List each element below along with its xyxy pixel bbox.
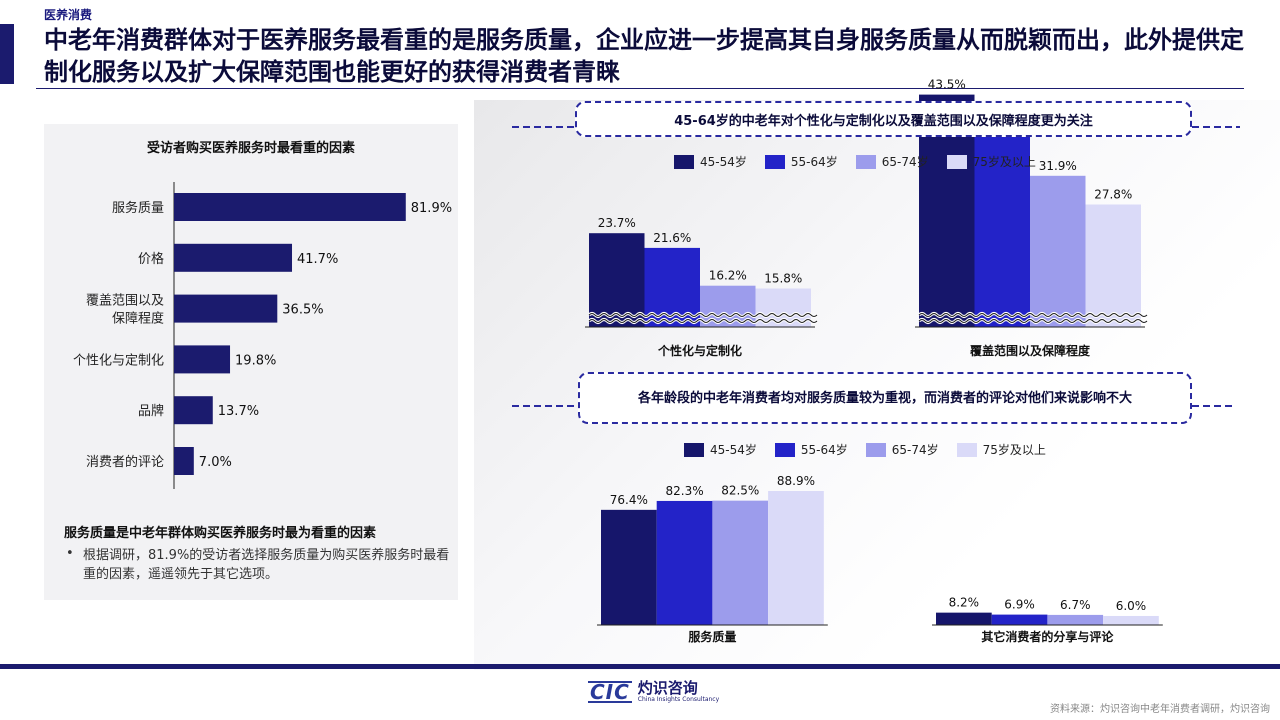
data-label: 8.2% (949, 596, 980, 610)
title-divider (36, 88, 1244, 89)
data-label: 82.5% (721, 484, 759, 498)
callout-top: 45-64岁的中老年对个性化与定制化以及覆盖范围以及保障程度更为关注 (575, 101, 1192, 137)
data-label: 43.5% (928, 78, 966, 92)
data-label: 16.2% (709, 269, 747, 283)
legend-swatch (774, 442, 795, 457)
logo-english-name: China Insights Consultancy (637, 696, 720, 703)
company-logo: CIC 灼识咨询 China Insights Consultancy (588, 680, 719, 704)
data-label: 27.8% (1094, 188, 1132, 202)
logo-chinese-name: 灼识咨询 (637, 679, 698, 697)
bar (974, 127, 1030, 327)
data-label: 13.7% (218, 404, 259, 419)
group-label: 个性化与定制化 (657, 343, 742, 358)
group-label: 覆盖范围以及保障程度 (969, 343, 1091, 358)
bar (656, 500, 713, 625)
legend-item: 55-64岁 (764, 153, 838, 170)
page-title: 中老年消费群体对于医养服务最看重的是服务质量，企业应进一步提高其自身服务质量从而… (44, 26, 1244, 86)
section-label: 医养消费 (44, 8, 93, 22)
data-label: 7.0% (199, 455, 232, 470)
legend-swatch (684, 442, 704, 457)
legend-top: 45-54岁 55-64岁 65-74岁 75岁及以上 (674, 153, 1036, 170)
title-accent-bar (0, 24, 14, 84)
bar (1047, 614, 1104, 625)
axis-break-line (918, 313, 1148, 317)
legend-swatch (674, 154, 694, 169)
bar (601, 509, 657, 625)
source-note: 资料来源：灼识咨询中老年消费者调研，灼识咨询 (1050, 704, 1270, 715)
data-label: 19.8% (235, 353, 276, 368)
legend-label: 65-74岁 (891, 443, 939, 457)
data-label: 76.4% (610, 493, 648, 507)
data-label: 81.9% (411, 201, 452, 216)
data-label: 15.8% (764, 272, 802, 286)
legend-label: 45-54岁 (710, 443, 757, 457)
legend-item: 45-54岁 (674, 153, 747, 170)
legend-bottom: 45-54岁 55-64岁 65-74岁 75岁及以上 (684, 441, 1046, 458)
bar (1103, 615, 1159, 625)
age-group-bar-charts: 23.7%21.6%16.2%15.8%个性化与定制化43.5%38.8%31.… (512, 78, 1240, 644)
bar (768, 491, 824, 625)
axis-break-line (588, 319, 818, 323)
group-label: 其它消费者的分享与评论 (981, 629, 1114, 644)
data-label: 41.7% (297, 252, 338, 267)
data-label: 36.5% (282, 303, 323, 318)
legend-item: 45-54岁 (684, 441, 757, 458)
bar (589, 233, 645, 327)
data-label: 88.9% (777, 474, 815, 488)
category-label: 服务质量 (112, 200, 164, 216)
legend-swatch (946, 154, 967, 169)
callout-bottom: 各年龄段的中老年消费者均对服务质量较为重视，而消费者的评论对他们来说影响不大 (578, 372, 1192, 424)
logo-mark: CIC (588, 680, 632, 704)
data-label: 31.9% (1039, 159, 1077, 173)
category-label: 价格 (138, 251, 164, 267)
bar (1030, 175, 1086, 327)
data-label: 21.6% (653, 231, 691, 245)
bar (174, 243, 293, 272)
legend-item: 75岁及以上 (946, 153, 1036, 170)
legend-item: 75岁及以上 (956, 441, 1046, 458)
chart-title: 受访者购买医养服务时最看重的因素 (147, 140, 355, 156)
legend-label: 45-54岁 (700, 155, 747, 169)
bar (174, 396, 213, 425)
factor-bar-chart: 受访者购买医养服务时最看重的因素 81.9% 服务质量 41.7% 价格 36.5% 覆盖范… (73, 140, 452, 489)
legend-item: 65-74岁 (855, 153, 929, 170)
legend-label: 55-64岁 (790, 155, 838, 169)
bar (174, 345, 231, 374)
bar (712, 500, 769, 625)
category-label: 品牌 (138, 403, 164, 419)
legend-item: 55-64岁 (774, 441, 848, 458)
legend-swatch (956, 442, 977, 457)
bar (936, 612, 992, 625)
data-label: 6.7% (1060, 598, 1091, 612)
bar (174, 193, 406, 221)
category-label: 覆盖范围以及 (86, 294, 164, 309)
data-label: 6.9% (1004, 598, 1035, 612)
data-label: 23.7% (598, 216, 636, 230)
category-label: 个性化与定制化 (73, 353, 164, 368)
legend-label: 65-74岁 (881, 155, 929, 169)
axis-break-line (918, 319, 1148, 323)
group-label: 服务质量 (688, 629, 736, 644)
bar (174, 294, 278, 323)
legend-label: 75岁及以上 (972, 155, 1036, 169)
summary-title: 服务质量是中老年群体购买医养服务时最为看重的因素 (64, 526, 377, 541)
axis-break-line (588, 313, 818, 317)
bar (1085, 204, 1141, 327)
legend-label: 55-64岁 (800, 443, 848, 457)
legend-swatch (855, 154, 876, 169)
footer-bar (0, 664, 1280, 669)
data-label: 82.3% (665, 484, 703, 498)
category-label: 消费者的评论 (86, 454, 164, 470)
summary-bullet: • (66, 546, 74, 561)
category-label: 保障程度 (112, 311, 164, 327)
legend-item: 65-74岁 (865, 441, 939, 458)
data-label: 6.0% (1116, 599, 1147, 613)
bar (991, 614, 1048, 625)
logo-text: 灼识咨询 China Insights Consultancy (638, 680, 719, 704)
summary-text: 根据调研，81.9%的受访者选择服务质量为购买医养服务时最看重的因素，遥遥领先于… (83, 548, 450, 582)
legend-swatch (865, 442, 886, 457)
legend-swatch (764, 154, 785, 169)
bar (174, 447, 194, 475)
legend-label: 75岁及以上 (982, 443, 1046, 457)
